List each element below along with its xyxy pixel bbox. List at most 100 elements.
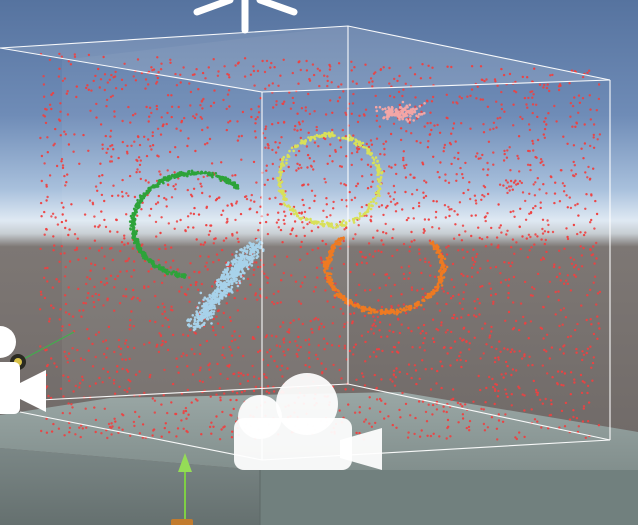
particle-ambient — [410, 288, 414, 292]
particle-ambient — [350, 152, 354, 155]
transform-origin-handle[interactable] — [171, 519, 193, 525]
particle-ambient — [186, 215, 190, 218]
particle-ambient — [523, 280, 527, 284]
particle-ambient — [222, 311, 225, 315]
particle-ambient — [264, 220, 268, 224]
particle-ambient — [449, 364, 452, 367]
camera-icon-side[interactable] — [0, 326, 46, 414]
camera-icon-main[interactable] — [234, 373, 382, 470]
transform-arrow-icon[interactable] — [171, 453, 193, 525]
particle-cluster-lightblue — [249, 250, 253, 253]
particle-ambient — [431, 66, 434, 69]
particle-ambient — [565, 227, 568, 230]
particle-cluster-yellow — [310, 221, 314, 224]
particle-cluster-pink — [405, 114, 409, 117]
particle-ambient — [352, 353, 355, 356]
particle-cluster-pink — [382, 116, 386, 119]
particle-ambient — [515, 437, 518, 441]
particle-ambient — [570, 69, 574, 72]
particle-ambient — [364, 63, 367, 66]
particle-ambient — [494, 265, 498, 269]
particle-cluster-green — [136, 198, 139, 202]
particle-ambient — [308, 157, 311, 160]
particle-ambient — [276, 301, 279, 305]
particle-cluster-orange — [443, 257, 447, 261]
particle-ambient — [446, 328, 449, 332]
particle-ambient — [404, 402, 408, 406]
particle-ambient — [184, 406, 188, 410]
particle-ambient — [504, 278, 507, 282]
particle-ambient — [201, 191, 204, 195]
particle-ambient — [387, 276, 391, 280]
particle-ambient — [559, 309, 563, 312]
particle-ambient — [423, 229, 426, 233]
particle-ambient — [429, 76, 432, 80]
particle-ambient — [548, 280, 552, 283]
particle-cluster-pink — [402, 113, 405, 116]
particle-ambient — [277, 226, 280, 229]
particle-cluster-lightblue — [255, 245, 259, 248]
particle-ambient — [161, 339, 164, 343]
directional-light-icon[interactable] — [193, 0, 298, 34]
particle-ambient — [358, 431, 361, 435]
particle-ambient — [79, 357, 83, 360]
particle-ambient — [299, 345, 302, 349]
particle-ambient — [48, 103, 52, 107]
particle-ambient — [164, 422, 167, 425]
particle-ambient — [239, 372, 243, 375]
particle-ambient — [173, 227, 176, 230]
particle-ambient — [128, 328, 131, 331]
particle-cluster-yellow — [377, 165, 381, 169]
particle-cluster-pink — [406, 110, 410, 114]
particle-ambient — [476, 85, 479, 89]
particle-cluster-pink — [398, 118, 401, 121]
particle-ambient — [93, 263, 97, 267]
particle-ambient — [568, 418, 572, 421]
particle-ambient — [495, 126, 498, 129]
particle-ambient — [582, 407, 585, 410]
particle-ambient — [427, 403, 430, 406]
particle-ambient — [490, 345, 493, 349]
particle-cluster-orange — [342, 297, 346, 300]
particle-ambient — [351, 322, 354, 325]
particle-ambient — [521, 117, 524, 121]
particle-ambient — [145, 154, 149, 158]
particle-ambient — [68, 379, 71, 382]
particle-ambient — [127, 194, 130, 197]
particle-ambient — [417, 201, 421, 205]
particle-ambient — [170, 305, 173, 308]
particle-ambient — [121, 367, 124, 371]
particle-ambient — [330, 267, 334, 270]
particle-cluster-lightblue — [199, 291, 203, 295]
particle-ambient — [423, 179, 426, 182]
particle-ambient — [402, 88, 405, 91]
particle-ambient — [355, 378, 358, 381]
particle-cluster-yellow — [379, 177, 382, 180]
particle-ambient — [296, 129, 299, 132]
particle-ambient — [573, 381, 576, 384]
particle-ambient — [512, 124, 515, 127]
particle-cluster-lightblue — [224, 285, 228, 289]
particle-ambient — [156, 201, 160, 204]
bounds-volume[interactable] — [0, 26, 610, 400]
particle-cluster-lightblue — [212, 291, 215, 295]
particle-ambient — [227, 293, 231, 296]
particle-ambient — [490, 243, 493, 246]
particle-ambient — [318, 69, 322, 72]
particle-ambient — [573, 378, 576, 381]
particle-ambient — [295, 352, 298, 356]
particle-ambient — [312, 290, 316, 293]
particle-ambient — [174, 183, 177, 186]
particle-ambient — [593, 275, 597, 278]
particle-ambient — [382, 142, 385, 146]
particle-cluster-green — [145, 192, 148, 195]
particle-ambient — [265, 164, 268, 167]
particle-ambient — [461, 224, 465, 227]
particle-ambient — [473, 260, 477, 263]
particle-ambient — [422, 308, 426, 311]
particle-ambient — [541, 232, 545, 235]
particle-ambient — [309, 319, 312, 323]
particle-cluster-yellow — [277, 183, 281, 186]
particle-ambient — [581, 350, 584, 353]
